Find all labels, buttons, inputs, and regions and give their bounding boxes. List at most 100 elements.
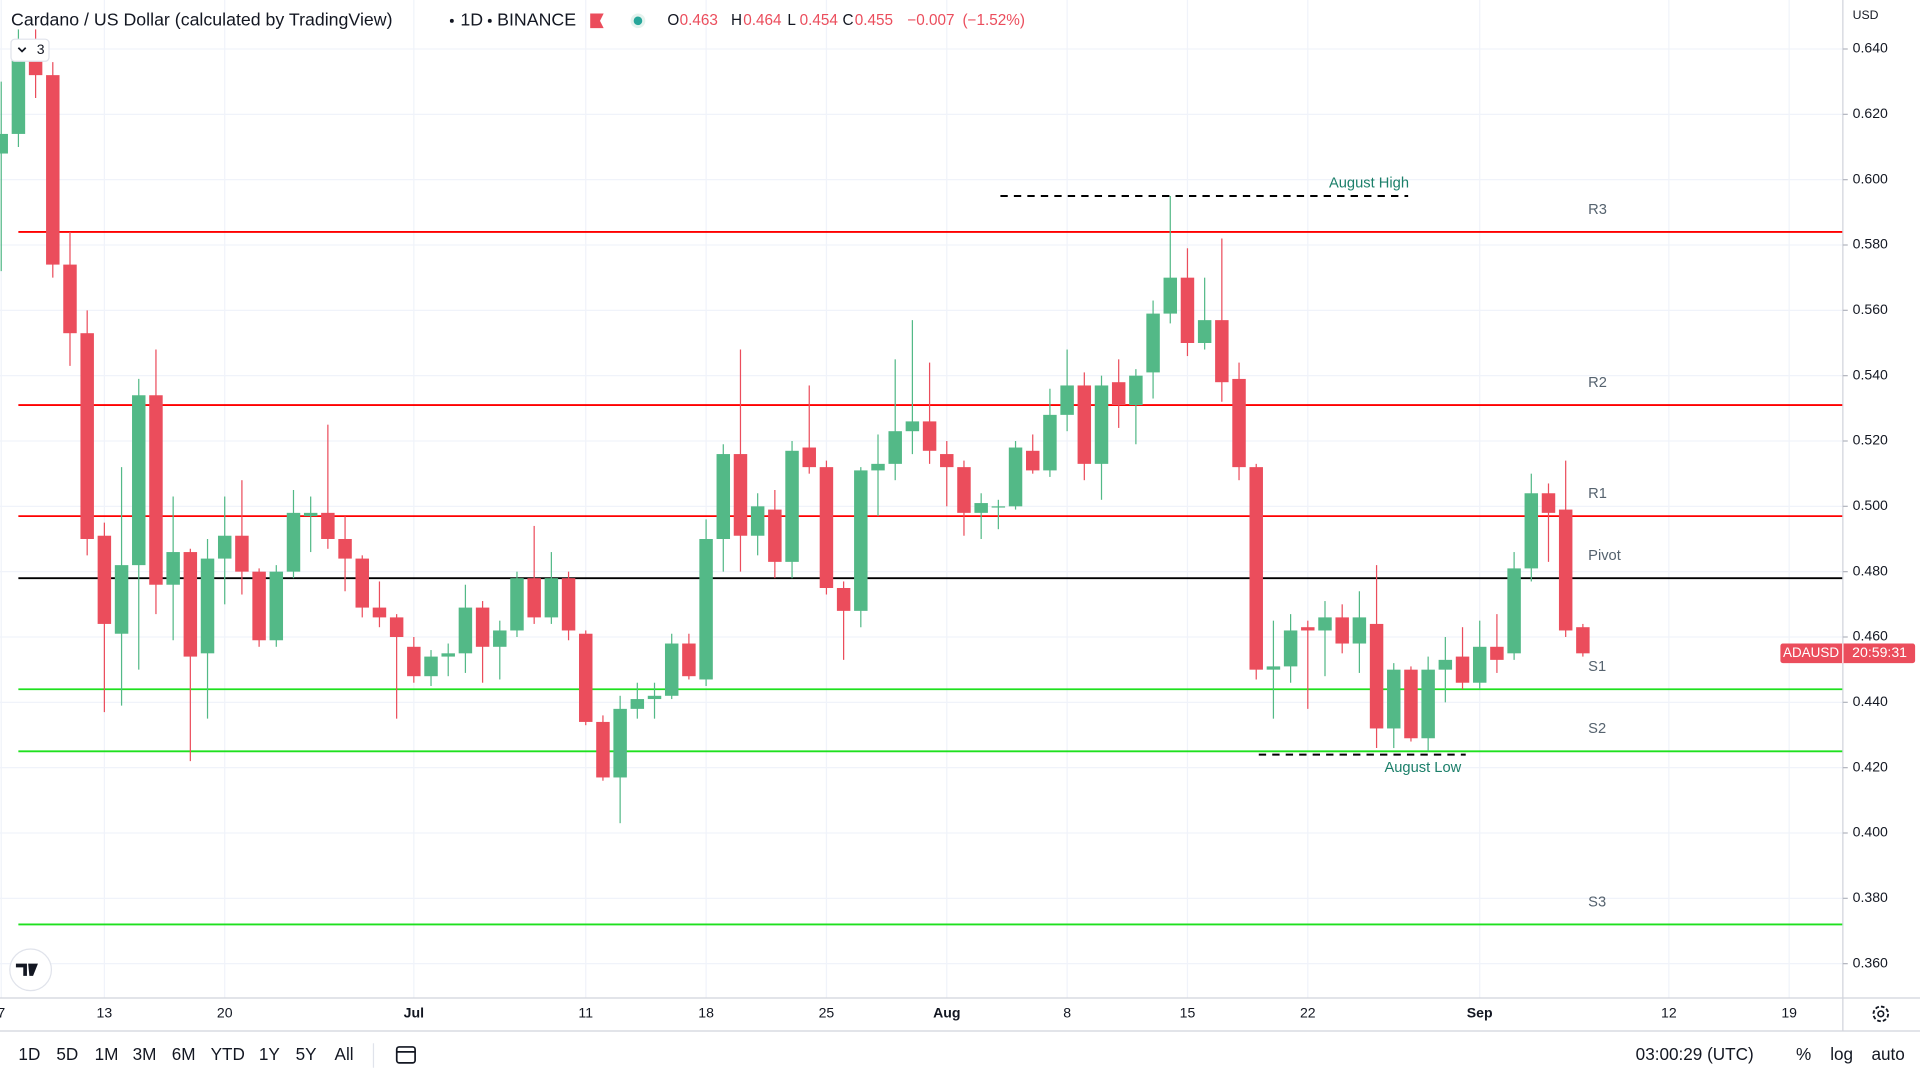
level-label: Pivot [1588,548,1621,564]
candle-body [458,607,473,654]
clock[interactable]: 03:00:29 (UTC) [1636,1044,1754,1064]
scale-option[interactable]: log [1830,1044,1853,1064]
candle-body [1197,320,1212,343]
candle-body [1455,656,1470,683]
level-label: S2 [1588,721,1606,737]
y-tick-label: 0.380 [1853,889,1888,905]
x-tick-label: 18 [698,1005,714,1021]
candle-body [1558,509,1573,631]
candle-body [579,633,593,722]
candle-body [1283,630,1298,667]
candle-body [1094,385,1109,464]
candle-body [1576,627,1590,654]
candle-body [1541,493,1556,513]
candle-body [97,535,112,624]
candle-body [544,578,559,618]
x-tick-label: 15 [1180,1005,1196,1021]
candle-body [252,571,266,641]
candle-body [389,617,404,637]
y-tick-label: 0.540 [1853,366,1888,382]
settings[interactable] [1872,1005,1890,1023]
indicator-count[interactable]: 3 [37,41,45,57]
y-tick-label: 0.420 [1853,758,1888,774]
scale-option[interactable]: % [1796,1044,1811,1064]
status-dot [633,16,643,26]
date-range-icon[interactable] [395,1046,416,1064]
candle-body [596,721,610,778]
level-label: S1 [1588,659,1606,675]
ohlc-value: 0.454 [800,12,839,29]
x-tick-label: 7 [0,1005,5,1021]
candle-body [940,454,954,468]
x-tick-label: 19 [1781,1005,1797,1021]
range-button[interactable]: 1M [95,1044,119,1064]
candle-body [682,643,696,677]
candle-body [630,699,645,709]
candle-body [802,447,816,468]
toggle-box[interactable] [10,38,50,62]
ohlc-value: 0.464 [743,12,782,29]
candle-body [836,587,851,611]
candle-body [699,538,713,680]
range-button[interactable]: 6M [172,1044,196,1064]
ohlc-label: C [842,12,853,29]
candle-body [510,578,524,631]
candle-body [785,450,799,562]
range-button[interactable]: 1Y [259,1044,281,1064]
x-tick-label: 11 [578,1005,593,1021]
logo-mark[interactable] [15,963,38,976]
flag-icon[interactable] [590,13,604,29]
range-button[interactable]: 5D [56,1044,78,1064]
candle-body [235,535,249,572]
candle-body [991,506,1006,508]
range-button[interactable]: 1D [18,1044,40,1064]
candle-body [1215,320,1229,383]
candle-body [1301,627,1315,631]
candle-body [1060,385,1074,415]
level-label: R3 [1588,202,1607,218]
candle-body [1472,646,1487,683]
tv-logo[interactable] [9,948,53,992]
candle-body [166,552,180,585]
level-label: R2 [1588,375,1607,391]
x-tick-label: Aug [933,1005,960,1021]
candle-body [1180,277,1195,343]
indicator-toggle[interactable]: 3 [10,38,50,62]
x-tick-label: 13 [97,1005,113,1021]
price-badge [1780,643,1916,664]
x-tick-label: Sep [1467,1005,1493,1021]
candle-body [647,695,662,700]
candle-body [1249,467,1263,670]
candle-body [338,538,352,559]
annotation-label: August Low [1384,760,1461,776]
candle-body [1266,666,1281,670]
chevron[interactable] [17,47,27,53]
candle-body [114,565,129,634]
price-badge-symbol: ADAUSD [1783,645,1839,660]
x-tick-label: Jul [404,1005,424,1021]
range-button[interactable]: 5Y [296,1044,318,1064]
ohlc-value: 0.463 [680,12,718,29]
candle-body [493,630,507,647]
candle-body [80,333,94,539]
candle-body [561,578,576,631]
scale-option[interactable]: auto [1871,1044,1904,1064]
separator [449,18,454,23]
candle-body [664,643,679,696]
y-tick-label: 0.480 [1853,562,1888,578]
gear-hub[interactable] [1877,1010,1885,1018]
change: −0.007 [907,12,954,29]
candle-body [1077,385,1092,464]
gear[interactable] [1872,1005,1890,1023]
candle-body [613,708,627,778]
calendar[interactable] [395,1046,416,1064]
y-tick-label: 0.600 [1853,170,1888,186]
range-button[interactable]: All [335,1044,354,1064]
range-button[interactable]: 3M [133,1044,157,1064]
candle-body [441,653,455,657]
range-button[interactable]: YTD [211,1044,245,1064]
y-tick-label: 0.400 [1853,824,1888,840]
candle-body [46,75,60,265]
candle-body [63,264,77,334]
